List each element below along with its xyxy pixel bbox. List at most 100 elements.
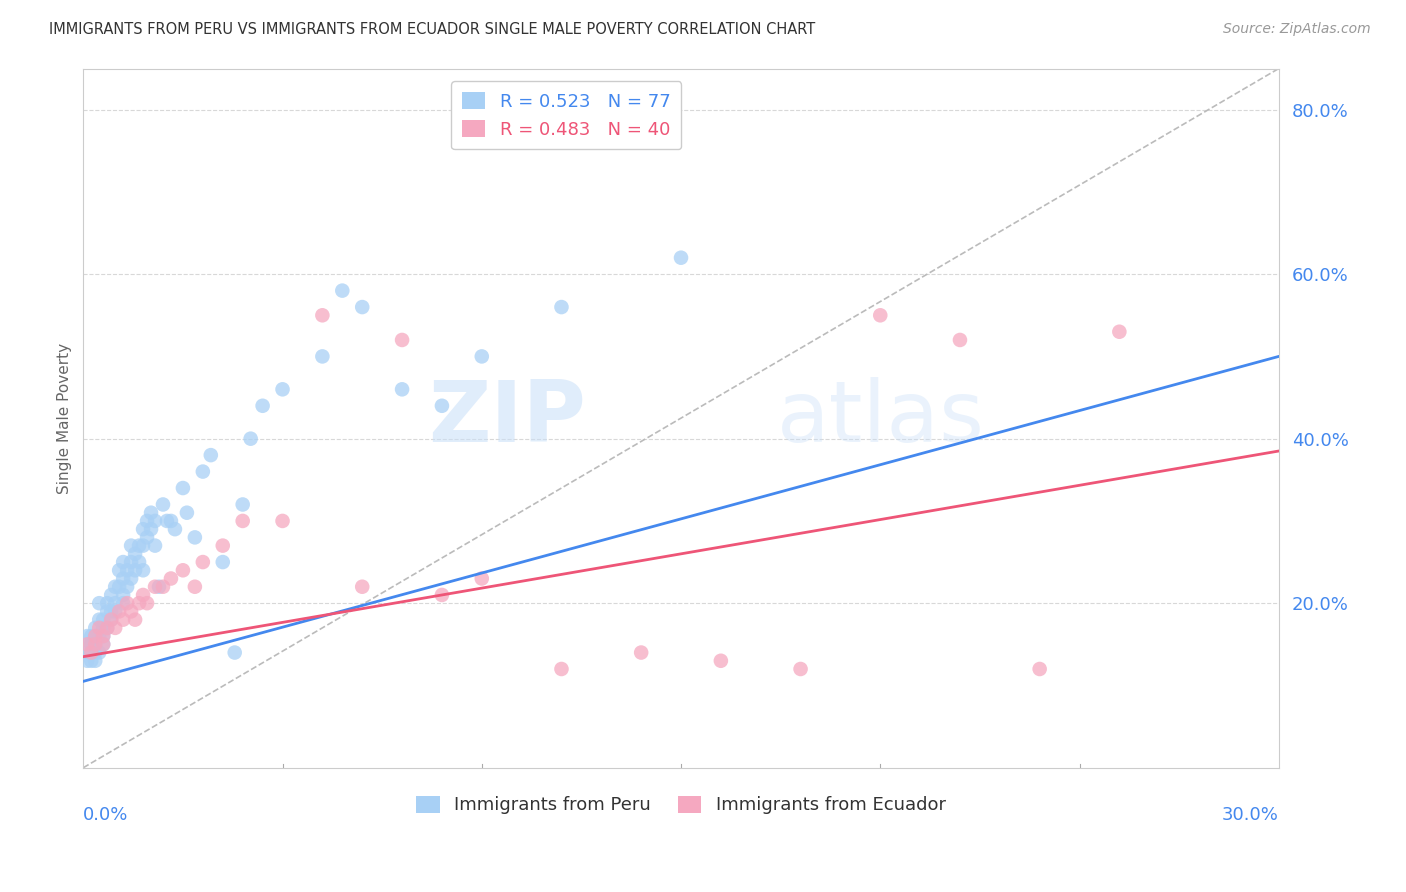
Legend: Immigrants from Peru, Immigrants from Ecuador: Immigrants from Peru, Immigrants from Ec… [409, 789, 953, 822]
Point [239, 432, 262, 446]
Point [76, 629, 98, 643]
Point [104, 596, 127, 610]
Point [115, 580, 138, 594]
Point [311, 350, 333, 364]
Y-axis label: Single Male Poverty: Single Male Poverty [58, 343, 72, 493]
Point [550, 662, 572, 676]
Point [112, 572, 135, 586]
Point [352, 300, 374, 314]
Point [96, 621, 118, 635]
Point [136, 596, 159, 610]
Point [104, 580, 127, 594]
Point [108, 604, 131, 618]
Point [120, 555, 142, 569]
Point [84, 637, 107, 651]
Point [91, 629, 114, 643]
Point [143, 539, 166, 553]
Point [124, 547, 146, 561]
Point [132, 588, 155, 602]
Point [271, 382, 294, 396]
Point [89, 596, 111, 610]
Point [211, 539, 233, 553]
Point [211, 555, 233, 569]
Point [84, 646, 107, 660]
Point [120, 572, 142, 586]
Point [311, 308, 333, 322]
Text: IMMIGRANTS FROM PERU VS IMMIGRANTS FROM ECUADOR SINGLE MALE POVERTY CORRELATION : IMMIGRANTS FROM PERU VS IMMIGRANTS FROM … [49, 22, 815, 37]
Point [91, 629, 114, 643]
Point [949, 333, 972, 347]
Point [430, 399, 453, 413]
Point [471, 350, 494, 364]
Point [172, 481, 194, 495]
Point [84, 629, 107, 643]
Point [271, 514, 294, 528]
Point [630, 646, 652, 660]
Point [96, 604, 118, 618]
Point [112, 613, 135, 627]
Point [89, 629, 111, 643]
Point [100, 613, 122, 627]
Point [80, 637, 103, 651]
Point [84, 621, 107, 635]
Point [232, 514, 254, 528]
Point [139, 506, 162, 520]
Point [172, 563, 194, 577]
Point [160, 572, 183, 586]
Point [710, 654, 733, 668]
Point [115, 596, 138, 610]
Point [108, 563, 131, 577]
Point [139, 522, 162, 536]
Point [124, 563, 146, 577]
Point [100, 613, 122, 627]
Point [91, 637, 114, 651]
Point [128, 539, 150, 553]
Point [104, 604, 127, 618]
Point [120, 604, 142, 618]
Point [91, 621, 114, 635]
Point [89, 613, 111, 627]
Point [132, 539, 155, 553]
Point [191, 465, 214, 479]
Point [115, 563, 138, 577]
Point [120, 539, 142, 553]
Point [80, 646, 103, 660]
Point [184, 580, 207, 594]
Point [96, 596, 118, 610]
Point [143, 580, 166, 594]
Point [100, 588, 122, 602]
Text: 30.0%: 30.0% [1222, 806, 1278, 824]
Point [156, 514, 179, 528]
Point [112, 596, 135, 610]
Point [80, 654, 103, 668]
Point [84, 637, 107, 651]
Point [152, 580, 174, 594]
Point [191, 555, 214, 569]
Point [89, 646, 111, 660]
Point [80, 629, 103, 643]
Point [184, 530, 207, 544]
Point [76, 637, 98, 651]
Point [128, 555, 150, 569]
Point [152, 498, 174, 512]
Text: 0.0%: 0.0% [83, 806, 129, 824]
Point [108, 580, 131, 594]
Point [550, 300, 572, 314]
Point [132, 522, 155, 536]
Point [232, 498, 254, 512]
Point [160, 514, 183, 528]
Point [89, 621, 111, 635]
Text: ZIP: ZIP [427, 376, 585, 459]
Point [76, 646, 98, 660]
Text: Source: ZipAtlas.com: Source: ZipAtlas.com [1223, 22, 1371, 37]
Point [224, 646, 246, 660]
Point [176, 506, 198, 520]
Point [163, 522, 186, 536]
Point [91, 637, 114, 651]
Point [200, 448, 222, 462]
Point [112, 555, 135, 569]
Point [136, 530, 159, 544]
Point [252, 399, 274, 413]
Point [391, 382, 413, 396]
Point [430, 588, 453, 602]
